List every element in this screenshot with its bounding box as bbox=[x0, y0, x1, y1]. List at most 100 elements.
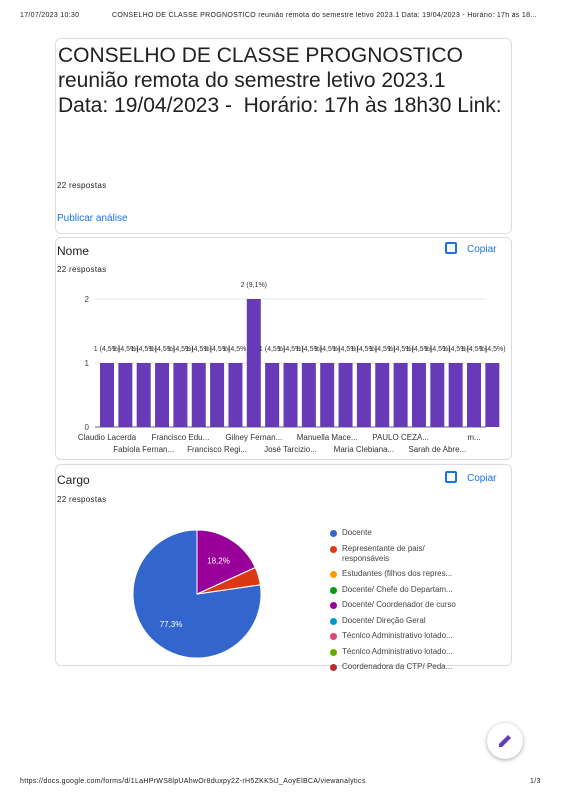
legend-swatch bbox=[330, 648, 337, 656]
value-label: 1 (4,5%) bbox=[442, 346, 468, 353]
legend-swatch bbox=[330, 617, 337, 625]
legend-swatch bbox=[330, 530, 337, 537]
question-title: Nome bbox=[57, 244, 90, 258]
legend-swatch bbox=[330, 664, 337, 671]
legend-swatch bbox=[330, 586, 337, 594]
legend-item: Docente/ Coordenador de curso bbox=[330, 600, 472, 610]
question-card: Cargo Copiar 22 respostas bbox=[55, 464, 512, 666]
value-label: 1 (4,5%) bbox=[149, 346, 175, 353]
x-tick-label: Francisco Regi... bbox=[187, 445, 247, 454]
legend-label: Docente bbox=[342, 528, 372, 537]
x-tick-label: Sarah de Abre... bbox=[408, 445, 466, 454]
x-tick-label: Claudio Lacerda bbox=[78, 433, 137, 442]
legend-item: Docente/ Direção Geral bbox=[330, 615, 472, 626]
value-label: 1 (4,5%) bbox=[332, 346, 358, 353]
publish-link[interactable]: Publicar análise bbox=[57, 213, 128, 224]
legend-swatch bbox=[330, 545, 337, 553]
value-label: 1 (4,5%) bbox=[424, 346, 450, 353]
bar bbox=[375, 363, 390, 427]
value-label: 1 (4,5%) bbox=[406, 346, 432, 353]
value-label: 1 (4,5%) bbox=[204, 346, 230, 353]
value-label: 1 (4,5%) bbox=[314, 346, 340, 353]
copy-button[interactable]: Copiar bbox=[467, 473, 497, 484]
legend-label: Técnico Administrativo lotado... bbox=[342, 631, 453, 640]
bar bbox=[320, 363, 335, 427]
y-tick-label: 0 bbox=[85, 423, 90, 432]
legend-item: Docente bbox=[330, 528, 472, 538]
value-label: 1 (4,5%) bbox=[351, 346, 377, 353]
legend-item: Coordenadora da CTP/ Peda... bbox=[330, 662, 472, 672]
responses: 22 respostas bbox=[57, 265, 107, 274]
bar bbox=[210, 363, 225, 427]
question-title: Cargo bbox=[57, 473, 90, 487]
legend-label: Técnico Administrativo lotado... bbox=[342, 646, 453, 656]
bar bbox=[467, 363, 481, 427]
form-title: CONSELHO DE CLASSE PROGNOSTICO reunião r… bbox=[58, 44, 502, 117]
bar bbox=[485, 363, 500, 427]
legend-item: Técnico Administrativo lotado... bbox=[330, 646, 472, 657]
bar bbox=[338, 363, 353, 427]
bar bbox=[228, 363, 243, 427]
value-label: 1 (4,5%) bbox=[387, 346, 413, 353]
x-tick-label: Manuella Mace... bbox=[297, 433, 358, 442]
legend-item: Estudantes (filhos dos repres... bbox=[330, 569, 472, 579]
edit-icon bbox=[499, 735, 511, 747]
bar bbox=[246, 299, 261, 427]
value-label: 1 (4,5%) bbox=[112, 346, 138, 353]
legend-label: Coordenadora da CTP/ Peda... bbox=[342, 662, 453, 671]
copy-button[interactable]: Copiar bbox=[467, 244, 497, 255]
bar bbox=[100, 363, 114, 427]
value-label: 1 (4,5%) bbox=[461, 346, 487, 353]
x-tick-label: Francisco Edu... bbox=[151, 433, 209, 442]
value-label: 1 (4,5%) bbox=[369, 346, 395, 353]
summary-card: CONSELHO DE CLASSE PROGNOSTICO reunião r… bbox=[55, 38, 512, 234]
legend-item: Docente/ Chefe do Departam... bbox=[330, 584, 472, 595]
legend-swatch bbox=[330, 571, 337, 578]
value-label: 1 (4,5%) bbox=[277, 346, 303, 353]
timestamp: 17/07/2023 10:30 bbox=[20, 12, 80, 19]
x-tick-label: PAULO CEZA... bbox=[372, 433, 429, 442]
legend-swatch bbox=[330, 602, 337, 609]
x-tick-label: José Tarcizio... bbox=[264, 445, 317, 454]
legend-label: Estudantes (filhos dos repres... bbox=[342, 569, 453, 578]
legend-label: Docente/ Coordenador de curso bbox=[342, 600, 456, 609]
legend-item: Técnico Administrativo lotado... bbox=[330, 631, 472, 641]
legend-label: Representante de pais/ responsáveis bbox=[342, 543, 425, 563]
value-label: 2 (9,1%) bbox=[241, 282, 267, 289]
page-number: 1/3 bbox=[530, 778, 541, 785]
doc-title: CONSELHO DE CLASSE PROGNÓSTICO reunião r… bbox=[112, 12, 538, 19]
x-tick-label: Maria Clebiana... bbox=[334, 445, 394, 454]
responses: 22 respostas bbox=[57, 181, 107, 190]
slice-label: 18,2% bbox=[207, 557, 230, 566]
slice-label: 77,3% bbox=[160, 620, 183, 629]
bar bbox=[393, 363, 408, 427]
legend-swatch bbox=[330, 633, 337, 640]
bar bbox=[411, 363, 426, 427]
edit-button[interactable] bbox=[487, 723, 523, 759]
bar bbox=[155, 363, 170, 427]
copy-icon[interactable] bbox=[445, 242, 457, 254]
bar bbox=[265, 363, 280, 427]
bar bbox=[136, 363, 151, 427]
value-label: 1 (4,5%) bbox=[479, 346, 505, 353]
legend-label: Docente/ Direção Geral bbox=[342, 615, 426, 625]
bar bbox=[191, 363, 206, 427]
x-tick-label: Gilney Fernan... bbox=[225, 433, 282, 442]
value-label: 1 (4,5%) bbox=[130, 346, 156, 353]
value-label: 1 (4,5%) bbox=[186, 346, 212, 353]
bar bbox=[430, 363, 445, 427]
bar bbox=[301, 363, 316, 427]
value-label: 1 (4,5%) bbox=[167, 346, 193, 353]
x-tick-label: m... bbox=[467, 433, 480, 442]
value-label: 1 (4,5%) bbox=[259, 346, 285, 353]
pie-slice bbox=[196, 529, 256, 595]
copy-icon[interactable] bbox=[445, 471, 457, 483]
value-label: 1 (4,5%) bbox=[222, 346, 248, 353]
y-tick-label: 2 bbox=[85, 295, 90, 304]
legend-label: Docente/ Chefe do Departam... bbox=[342, 584, 453, 594]
legend-item: Representante de pais/ responsáveis bbox=[330, 543, 472, 564]
responses: 22 respostas bbox=[57, 495, 107, 504]
x-tick-label: Fabíola Fernan... bbox=[113, 445, 174, 454]
